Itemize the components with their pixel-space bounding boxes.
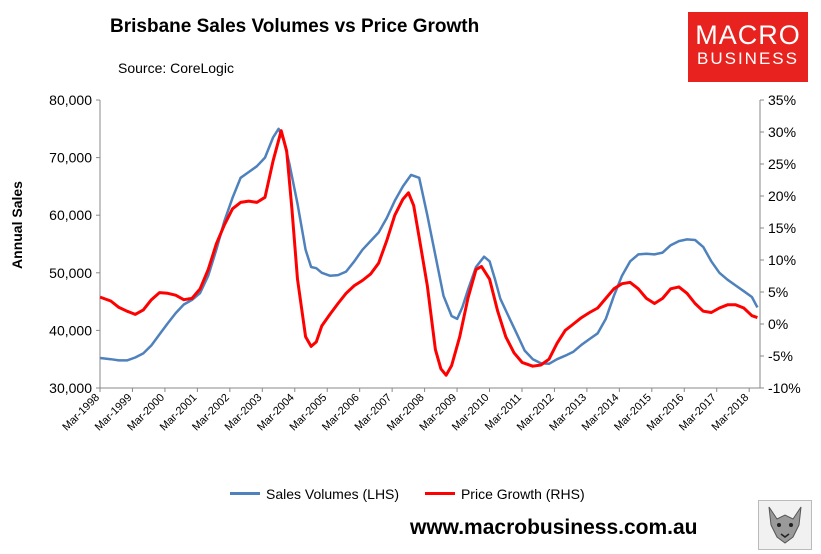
y-tick-label: 30,000	[49, 380, 92, 396]
y2-tick-label: 10%	[768, 252, 796, 268]
legend-item-sales: Sales Volumes (LHS)	[230, 486, 399, 502]
y2-tick-label: 0%	[768, 316, 788, 332]
y2-tick-label: 25%	[768, 156, 796, 172]
y2-tick-label: 35%	[768, 92, 796, 108]
y-tick-label: 80,000	[49, 92, 92, 108]
chart-title: Brisbane Sales Volumes vs Price Growth	[110, 16, 480, 37]
y-tick-label: 50,000	[49, 265, 92, 281]
y2-tick-label: 20%	[768, 188, 796, 204]
logo-line-1: MACRO	[695, 20, 801, 50]
y2-tick-label: -10%	[768, 380, 801, 396]
website-url: www.macrobusiness.com.au	[410, 516, 698, 539]
y-tick-label: 70,000	[49, 150, 92, 166]
y-tick-label: 60,000	[49, 207, 92, 223]
legend-label-sales: Sales Volumes (LHS)	[266, 485, 400, 502]
legend-swatch-price	[424, 492, 455, 495]
y2-tick-label: 5%	[768, 284, 788, 300]
legend-label-price: Price Growth (RHS)	[460, 485, 585, 502]
y-axis-label: Annual Sales	[9, 181, 25, 269]
y-tick-label: 40,000	[49, 322, 92, 338]
y2-tick-label: 30%	[768, 124, 796, 140]
y2-tick-label: -5%	[768, 348, 793, 364]
legend-item-price: Price Growth (RHS)	[424, 485, 585, 502]
line-chart: 30,000 40,000 50,000 60,000 70,000 80,000 -10%…	[9, 92, 801, 433]
logo-line-2: BUSINESS	[697, 49, 799, 68]
y2-tick-label: 15%	[768, 220, 796, 236]
macrobusiness-logo: MACRO BUSINESS	[688, 12, 808, 82]
series-layer	[99, 127, 759, 377]
chart-legend: Sales Volumes (LHS) Price Growth (RHS)	[230, 482, 607, 502]
wolf-head-icon	[758, 500, 812, 550]
legend-swatch-sales	[230, 492, 260, 495]
price-growth-line	[99, 129, 758, 377]
sales-volumes-line	[99, 127, 759, 366]
chart-source: Source: CoreLogic	[118, 60, 234, 76]
